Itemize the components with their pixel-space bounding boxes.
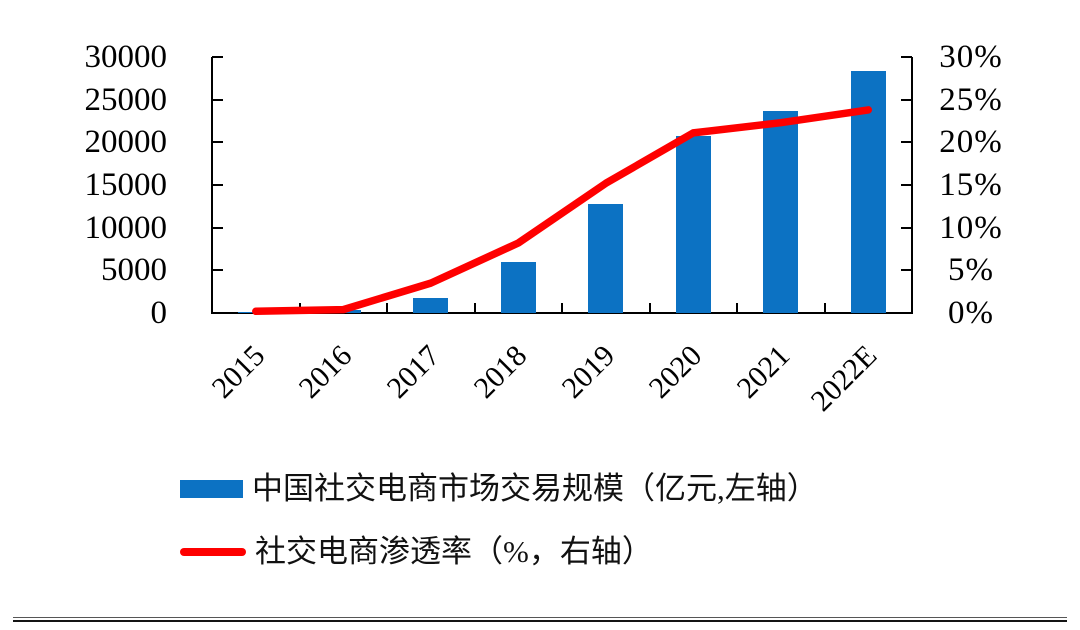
y-axis-right-line [910, 57, 914, 314]
line-series-label: 社交电商渗透率（%，右轴） [255, 534, 653, 569]
x-axis-tick [823, 303, 826, 313]
y-axis-right-label: 10% [939, 209, 1003, 246]
bar-2018 [500, 261, 536, 313]
y-axis-left-label: 0 [150, 295, 168, 331]
y-axis-right-label: 0% [948, 295, 994, 331]
legend-item-penetration: 社交电商渗透率（%，右轴） [180, 535, 653, 569]
y-axis-right-tick [901, 98, 912, 101]
bar-2016 [325, 310, 361, 313]
y-axis-right-tick [901, 226, 912, 229]
y-axis-left-label: 5000 [101, 252, 167, 289]
bar-2021 [763, 110, 799, 313]
x-axis-tick [648, 303, 651, 313]
x-axis-tick [473, 303, 476, 313]
bar-series-swatch-icon [180, 480, 243, 498]
y-axis-left-label: 15000 [84, 167, 168, 203]
bar-2020 [675, 136, 711, 313]
y-axis-left-label: 25000 [84, 81, 168, 118]
y-axis-left-label: 20000 [84, 124, 168, 161]
y-axis-left-label: 10000 [84, 209, 168, 246]
bar-2019 [588, 203, 624, 313]
bar-series-label: 中国社交电商市场交易规模（亿元,左轴） [252, 471, 818, 506]
legend-item-market-size: 中国社交电商市场交易规模（亿元,左轴） [180, 472, 818, 506]
line-series-swatch-icon [180, 548, 246, 556]
bottom-divider [13, 617, 1067, 622]
x-axis-tick [561, 303, 563, 313]
bar-2017 [413, 297, 449, 313]
y-axis-left-tick [212, 141, 223, 144]
y-axis-right-label: 30% [939, 39, 1003, 75]
y-axis-right-label: 25% [939, 81, 1003, 118]
y-axis-right-label: 5% [948, 252, 994, 289]
x-axis-tick [386, 303, 388, 313]
y-axis-right-label: 20% [939, 124, 1003, 161]
y-axis-left-tick [212, 184, 223, 186]
y-axis-right-tick [901, 269, 912, 272]
bar-2022E [850, 70, 886, 313]
y-axis-left-tick [212, 56, 223, 58]
y-axis-right-tick [901, 141, 912, 144]
x-axis-tick [736, 303, 738, 313]
bar-2015 [238, 312, 274, 313]
y-axis-left-tick [212, 226, 223, 229]
y-axis-left-tick [212, 98, 223, 101]
x-axis-tick [298, 303, 301, 313]
y-axis-left-tick [212, 269, 223, 272]
y-axis-right-tick [901, 184, 912, 186]
y-axis-right-tick [901, 56, 912, 58]
y-axis-right-label: 15% [939, 167, 1003, 203]
y-axis-left-label: 30000 [84, 39, 168, 75]
